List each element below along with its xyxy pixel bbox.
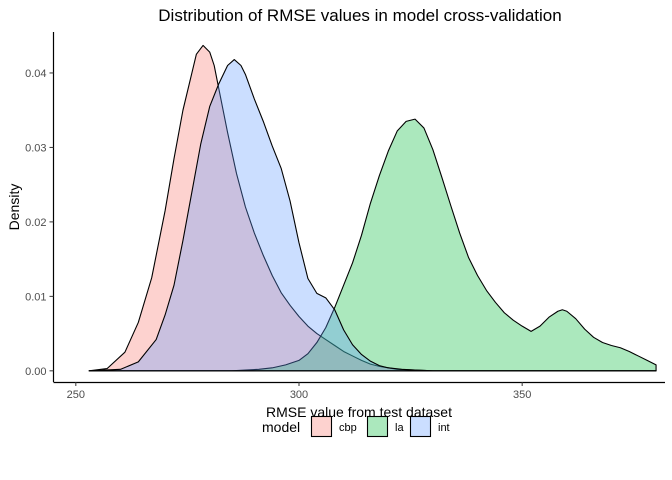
y-tick-label: 0.04 xyxy=(25,68,46,80)
legend-key-bg xyxy=(311,416,332,437)
legend-label-int: int xyxy=(438,422,450,434)
x-tick-label: 300 xyxy=(290,389,308,401)
density-areas xyxy=(88,44,657,372)
y-axis-ticks: 0.00 0.01 0.02 0.03 0.04 xyxy=(25,68,54,378)
y-tick-label: 0.02 xyxy=(25,217,46,229)
plot-panel: 0.00 0.01 0.02 0.03 0.04 250 300 350 xyxy=(25,32,665,401)
y-tick-label: 0.00 xyxy=(25,366,46,378)
density-area-la xyxy=(88,118,657,372)
x-tick-label: 250 xyxy=(67,389,85,401)
density-area-int xyxy=(88,59,657,372)
legend-key-bg xyxy=(410,416,431,437)
x-axis-ticks: 250 300 350 xyxy=(67,382,531,401)
y-tick-label: 0.01 xyxy=(25,291,46,303)
legend-key-la xyxy=(366,415,389,438)
legend-key-cbp xyxy=(310,415,333,438)
legend-label-cbp: cbp xyxy=(339,422,357,434)
legend-key-int xyxy=(409,415,432,438)
legend: model cbp la int xyxy=(262,415,450,438)
y-tick-label: 0.03 xyxy=(25,142,46,154)
legend-label-la: la xyxy=(395,422,404,434)
x-tick-label: 350 xyxy=(513,389,531,401)
legend-key-bg xyxy=(367,416,388,437)
legend-title: model xyxy=(262,419,300,435)
chart-title: Distribution of RMSE values in model cro… xyxy=(158,6,561,25)
y-axis-title: Density xyxy=(6,184,22,231)
